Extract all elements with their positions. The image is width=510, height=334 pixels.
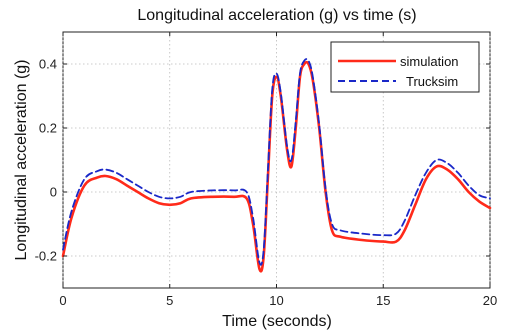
x-tick-label: 0 [59, 293, 66, 308]
legend-trucksim-label: Trucksim [406, 74, 458, 89]
y-axis-label: Longitudinal acceleration (g) [13, 59, 30, 260]
x-tick-label: 10 [269, 293, 283, 308]
grid [62, 32, 491, 288]
x-axis-label: Time (seconds) [222, 313, 332, 330]
x-tick-label: 20 [483, 293, 497, 308]
x-tick-label: 5 [166, 293, 173, 308]
legend-box [330, 41, 480, 93]
axes: 0 5 10 15 20 -0.2 0 0.2 0.4 [35, 32, 497, 308]
y-tick-label: 0.4 [39, 57, 57, 72]
x-tick-label: 15 [376, 293, 390, 308]
series-line-trucksim [62, 58, 491, 266]
chart-title: Longitudinal acceleration (g) vs time (s… [137, 7, 416, 24]
y-tick-label: 0.2 [39, 121, 57, 136]
legend: simulation Trucksim [330, 41, 480, 93]
y-tick-label: -0.2 [35, 249, 57, 264]
y-tick-label: 0 [50, 185, 57, 200]
legend-simulation-label: simulation [400, 54, 459, 69]
series-lines [61, 58, 492, 273]
